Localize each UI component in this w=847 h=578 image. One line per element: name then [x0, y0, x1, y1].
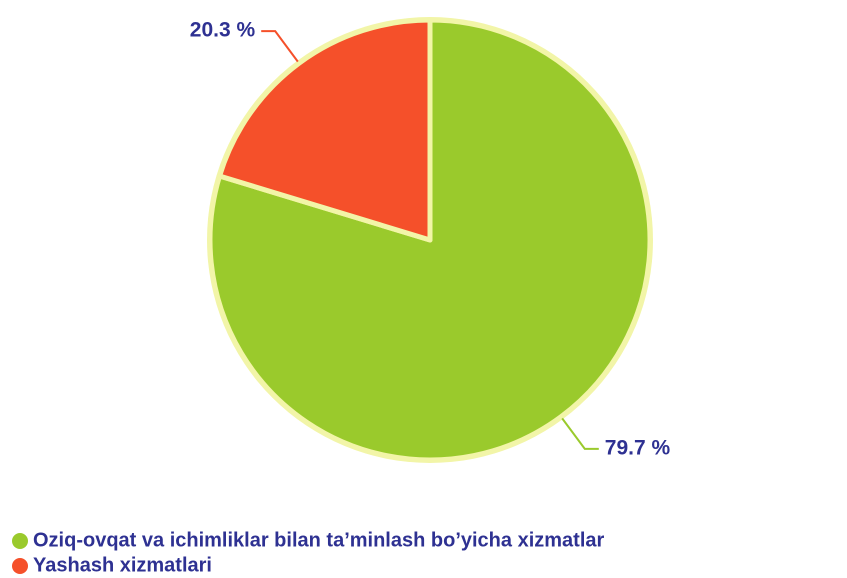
- legend-marker: [12, 533, 28, 549]
- data-label: 79.7 %: [605, 436, 671, 459]
- data-label: 20.3 %: [190, 19, 256, 42]
- legend-marker: [12, 558, 28, 574]
- legend-label: Oziq-ovqat va ichimliklar bilan ta’minla…: [33, 529, 604, 551]
- leader-line: [261, 30, 299, 63]
- legend-label: Yashash xizmatlari: [33, 554, 212, 576]
- leader-line: [561, 417, 599, 450]
- pie-slice: [217, 17, 433, 243]
